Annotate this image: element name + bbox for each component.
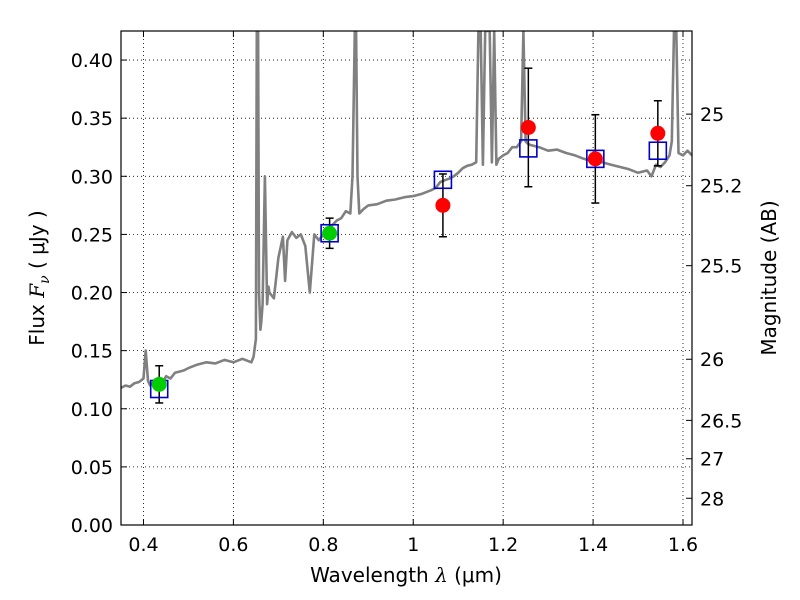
x-tick-label: 1.4 bbox=[578, 534, 608, 556]
data-point bbox=[520, 119, 536, 135]
data-point bbox=[587, 151, 603, 167]
y-tick-label: 0.25 bbox=[71, 224, 113, 246]
y2-tick-label: 25.2 bbox=[700, 176, 742, 198]
model-square bbox=[648, 141, 668, 161]
y-tick-label: 0.10 bbox=[71, 399, 113, 421]
model-square bbox=[586, 149, 605, 169]
y-tick-label: 0.20 bbox=[71, 283, 113, 305]
plot-frame bbox=[120, 30, 693, 526]
y-tick-label: 0.40 bbox=[71, 50, 113, 72]
x-tick-label: 0.6 bbox=[218, 534, 248, 556]
y2-tick-label: 25 bbox=[700, 104, 724, 126]
x-tick-label: 0.8 bbox=[308, 534, 338, 556]
x-tick-label: 0.4 bbox=[128, 534, 158, 556]
grid bbox=[121, 31, 692, 526]
y-tick-label: 0.30 bbox=[71, 166, 113, 188]
plot-area bbox=[121, 31, 692, 404]
x-tick-label: 1.6 bbox=[668, 534, 698, 556]
x-tick-label: 1.2 bbox=[488, 534, 518, 556]
x-tick-label: 1 bbox=[407, 534, 419, 556]
data-point bbox=[151, 376, 167, 392]
spectrum-line bbox=[121, 31, 692, 389]
model-square bbox=[433, 170, 453, 190]
model-square bbox=[519, 139, 538, 158]
data-point bbox=[435, 197, 451, 213]
y-axis-label: Flux Fν ( μJy ) bbox=[25, 210, 53, 345]
y-tick-label: 0.00 bbox=[71, 515, 113, 537]
y-tick-label: 0.15 bbox=[71, 341, 113, 363]
y2-tick-label: 28 bbox=[700, 488, 724, 510]
y2-tick-label: 26 bbox=[700, 349, 724, 371]
y-tick-label: 0.05 bbox=[71, 457, 113, 479]
y-tick-label: 0.35 bbox=[71, 108, 113, 130]
axis-ticks: 0.4 0.6 0.8 1 1.2 1.4 1.6 0.00 0.05 0.10 0.15 0.20 0… bbox=[71, 31, 742, 556]
data-point bbox=[650, 125, 666, 141]
x-axis-label: Wavelength λ (μm) bbox=[310, 563, 502, 587]
y2-axis-label: Magnitude (AB) bbox=[757, 200, 781, 355]
y2-tick-label: 27 bbox=[700, 449, 724, 471]
data-point bbox=[322, 225, 338, 241]
y2-tick-label: 26.5 bbox=[700, 410, 742, 432]
y2-tick-label: 25.5 bbox=[700, 256, 742, 278]
model-square bbox=[320, 223, 339, 243]
